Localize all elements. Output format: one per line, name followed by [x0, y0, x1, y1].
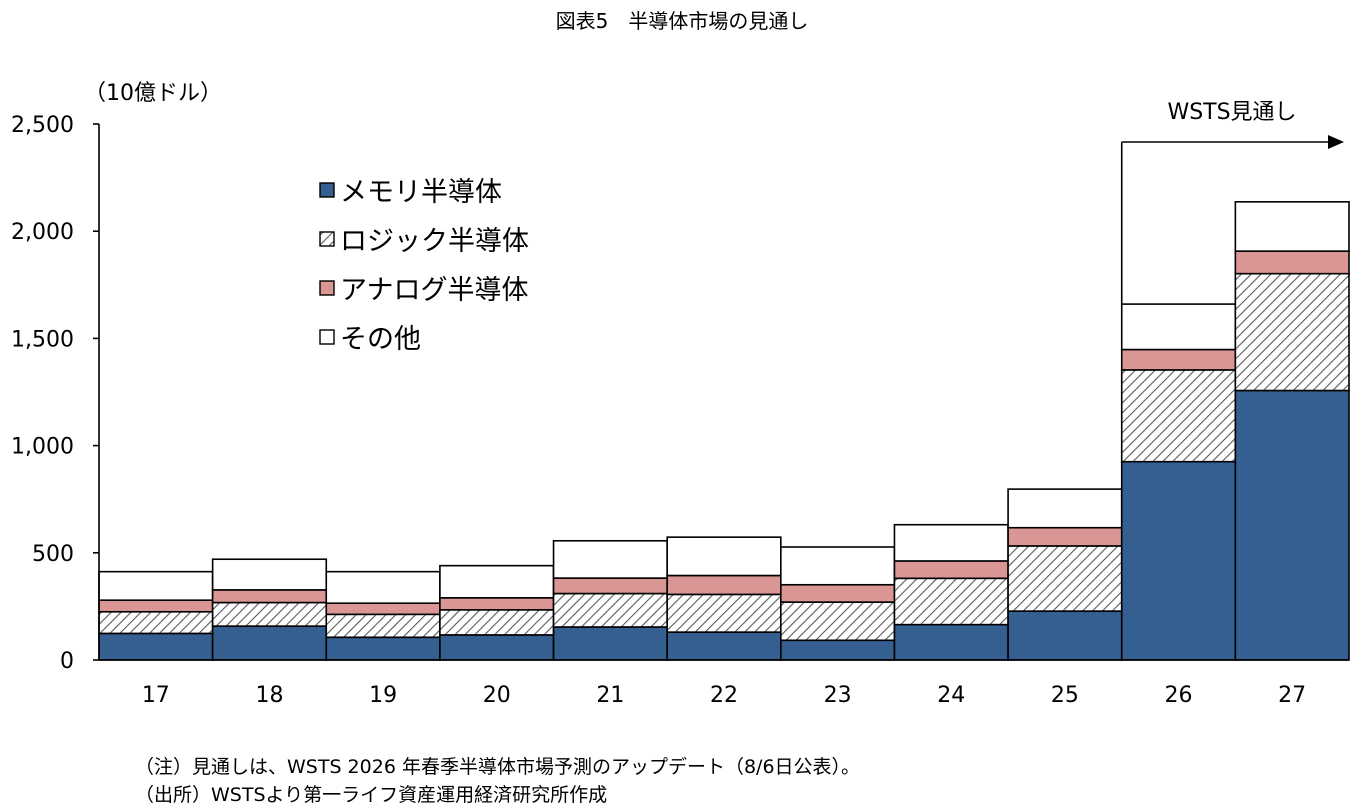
note-line: （注）見通しは、WSTS 2026 年春季半導体市場予測のアップデート（8/6日… [135, 756, 861, 778]
bar-22-series-1 [666, 593, 782, 633]
bar-27-series-1 [1234, 272, 1350, 392]
y-tick-label-2: 1,000 [11, 435, 74, 460]
bar-23-series-1 [780, 601, 896, 642]
bar-17-series-1 [98, 610, 214, 635]
annotation-arrow-head [1328, 135, 1344, 149]
bar-24-series-3 [893, 523, 1009, 562]
x-tick-label-18: 18 [255, 683, 283, 708]
bar-26-series-0 [1120, 460, 1237, 661]
bar-24-series-0 [893, 623, 1009, 661]
source-line: （出所）WSTSより第一ライフ資産運用経済研究所作成 [135, 784, 608, 806]
bar-21-series-2 [552, 577, 668, 595]
legend-label-0: メモリ半導体 [340, 177, 502, 208]
bar-18-series-0 [211, 625, 328, 661]
legend-label-1: ロジック半導体 [340, 226, 529, 257]
chart-title: 図表5 半導体市場の見通し [556, 9, 809, 33]
bars-group [98, 201, 1350, 661]
bar-25-series-1 [1007, 545, 1123, 612]
x-tick-label-23: 23 [824, 683, 852, 708]
bar-23-series-0 [780, 639, 896, 661]
bar-17-series-3 [98, 570, 214, 601]
x-tick-labels: 17 18 19 20 21 22 23 24 25 26 27 [142, 683, 1306, 708]
bar-24-series-2 [893, 560, 1009, 580]
y-axis-unit-label: （10億ドル） [84, 81, 222, 106]
y-tick-label-0: 0 [60, 649, 74, 674]
bar-24-series-1 [893, 577, 1009, 626]
x-tick-label-26: 26 [1165, 683, 1193, 708]
y-tick-label-4: 2,000 [11, 220, 74, 245]
y-tick-label-5: 2,500 [11, 113, 74, 138]
bar-20-series-2 [439, 597, 555, 611]
bar-25-series-0 [1007, 610, 1123, 661]
x-tick-label-27: 27 [1278, 683, 1306, 708]
axes-group [93, 123, 1349, 661]
x-tick-label-25: 25 [1051, 683, 1079, 708]
bar-19-series-2 [325, 602, 441, 616]
bar-23-series-2 [780, 583, 896, 603]
bar-19-series-1 [325, 613, 441, 639]
annotation-label: WSTS見通し [1167, 100, 1296, 125]
bar-21-series-1 [552, 592, 668, 628]
y-tick-labels: 0 500 1,000 1,500 2,000 2,500 [11, 113, 74, 674]
bar-17-series-0 [98, 632, 214, 661]
bar-20-series-3 [439, 564, 555, 599]
x-tick-label-22: 22 [710, 683, 738, 708]
x-tick-label-21: 21 [596, 683, 624, 708]
bar-26-series-1 [1120, 369, 1237, 463]
y-tick-label-1: 500 [32, 542, 74, 567]
legend-label-2: アナログ半導体 [340, 275, 528, 306]
bar-22-series-2 [666, 574, 782, 596]
bar-19-series-0 [325, 636, 441, 661]
legend-swatch-2 [319, 280, 335, 296]
x-tick-label-24: 24 [937, 683, 965, 708]
bar-18-series-2 [211, 589, 328, 604]
legend-swatch-1 [319, 231, 335, 247]
bar-22-series-0 [666, 631, 782, 661]
bar-27-series-3 [1234, 201, 1350, 252]
bar-25-series-3 [1007, 488, 1123, 529]
bar-26-series-3 [1120, 303, 1237, 351]
bar-18-series-1 [211, 601, 328, 627]
legend-swatch-3 [319, 329, 335, 345]
bar-27-series-2 [1234, 250, 1350, 275]
bar-20-series-0 [439, 634, 555, 661]
bar-23-series-3 [780, 546, 896, 586]
bar-27-series-0 [1234, 389, 1350, 661]
legend-swatch-0 [319, 182, 335, 198]
legend-label-3: その他 [340, 324, 421, 355]
bar-21-series-0 [552, 626, 668, 661]
bar-21-series-3 [552, 539, 668, 579]
bar-18-series-3 [211, 558, 328, 591]
forecast-annotation: WSTS見通し [1120, 100, 1344, 305]
x-tick-label-17: 17 [142, 683, 170, 708]
bar-22-series-3 [666, 536, 782, 577]
bar-25-series-2 [1007, 526, 1123, 547]
bar-26-series-2 [1120, 348, 1237, 371]
x-tick-label-19: 19 [369, 683, 397, 708]
x-tick-label-20: 20 [483, 683, 511, 708]
bar-17-series-2 [98, 599, 214, 613]
y-tick-label-3: 1,500 [11, 327, 74, 352]
bar-20-series-1 [439, 609, 555, 636]
bar-19-series-3 [325, 570, 441, 604]
